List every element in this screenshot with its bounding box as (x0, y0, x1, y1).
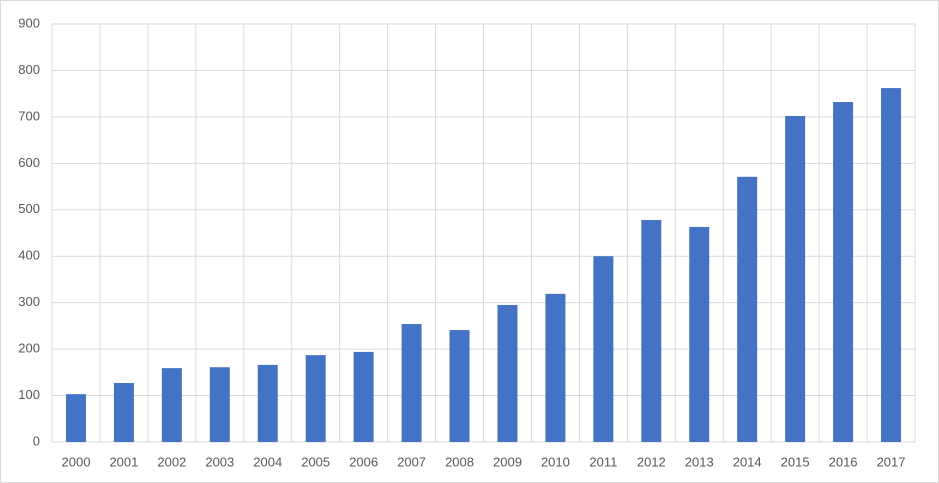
x-tick-label: 2014 (733, 454, 762, 469)
x-tick-label: 2005 (301, 454, 330, 469)
x-tick-label: 2008 (445, 454, 474, 469)
x-tick-label: 2001 (109, 454, 138, 469)
x-tick-label: 2011 (589, 454, 617, 469)
bar (593, 256, 614, 442)
y-tick-label: 500 (18, 201, 40, 216)
y-tick-label: 200 (18, 341, 40, 356)
bar (257, 364, 278, 442)
bar (881, 88, 902, 443)
y-tick-label: 900 (18, 15, 40, 30)
y-tick-label: 300 (18, 294, 40, 309)
bar (305, 355, 326, 442)
bar (641, 219, 662, 442)
bar (833, 102, 854, 442)
y-tick-label: 400 (18, 248, 40, 263)
x-tick-label: 2003 (205, 454, 234, 469)
y-tick-label: 700 (18, 108, 40, 123)
x-tick-label: 2015 (781, 454, 810, 469)
bar (497, 304, 518, 442)
bar (353, 351, 374, 442)
x-tick-label: 2012 (637, 454, 666, 469)
bar (161, 368, 182, 442)
x-tick-label: 2006 (349, 454, 378, 469)
x-tick-label: 2007 (397, 454, 426, 469)
y-tick-label: 0 (33, 433, 40, 448)
bar (209, 367, 230, 442)
x-tick-label: 2009 (493, 454, 522, 469)
x-tick-label: 2004 (253, 454, 282, 469)
bar (401, 324, 422, 442)
x-tick-label: 2002 (157, 454, 186, 469)
x-tick-label: 2017 (877, 454, 906, 469)
bar (113, 383, 134, 442)
y-tick-label: 800 (18, 62, 40, 77)
bar (689, 226, 710, 442)
bar (737, 176, 758, 442)
y-tick-label: 600 (18, 155, 40, 170)
bar (545, 293, 566, 442)
y-tick-label: 100 (18, 387, 40, 402)
x-tick-label: 2016 (829, 454, 858, 469)
bar (449, 330, 470, 442)
x-tick-label: 2010 (541, 454, 570, 469)
bar (65, 394, 86, 442)
x-tick-label: 2013 (685, 454, 714, 469)
bar (785, 115, 806, 443)
x-tick-label: 2000 (62, 454, 91, 469)
